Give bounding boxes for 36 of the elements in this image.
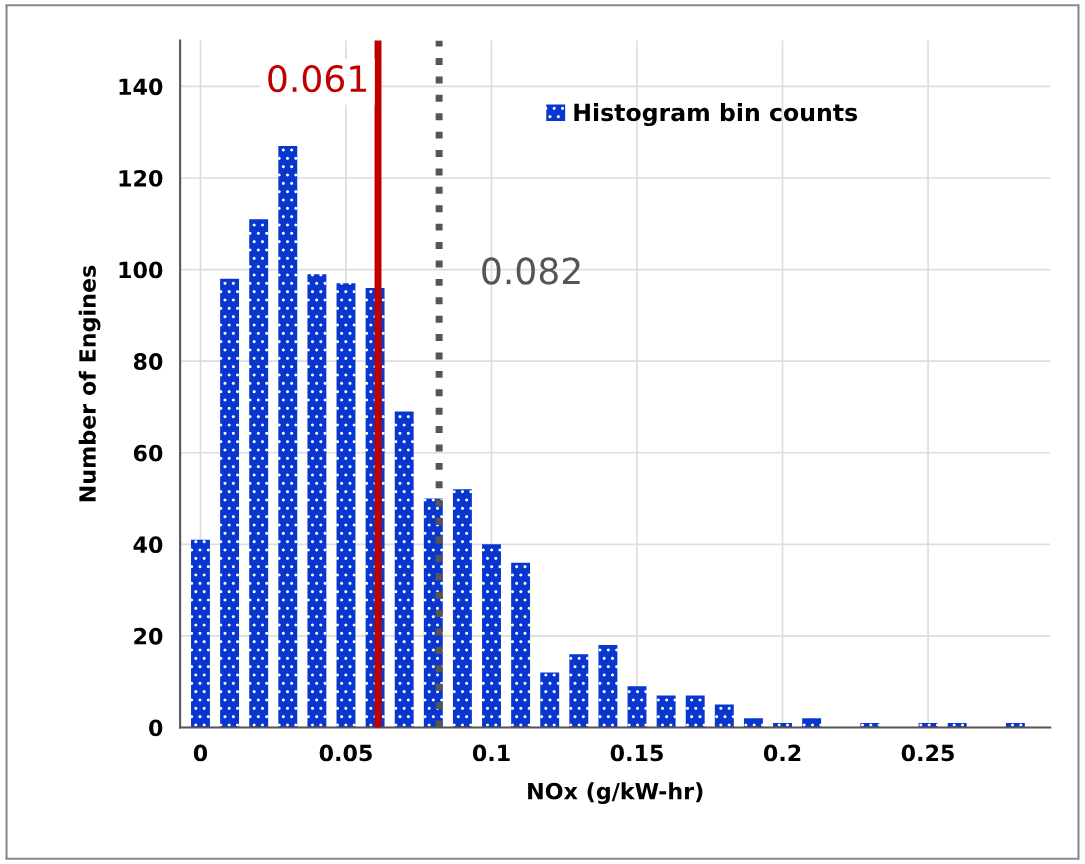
bar	[685, 695, 705, 728]
x-tick-label: 0.1	[472, 744, 510, 762]
bar	[511, 562, 531, 728]
bar	[278, 145, 298, 728]
bar	[569, 654, 589, 728]
x-axis-title: NOx (g/kW-hr)	[528, 782, 703, 805]
legend-label: Histogram bin counts	[574, 103, 858, 127]
bar	[394, 411, 414, 728]
x-tick-label: 0.05	[319, 744, 372, 762]
y-axis-title: Number of Engines	[78, 265, 101, 502]
y-tick-label: 100	[119, 261, 163, 279]
bar	[656, 695, 676, 728]
bar	[249, 219, 269, 728]
ref-line-label: 0.061	[268, 64, 366, 93]
bar	[540, 672, 560, 728]
bar	[191, 539, 210, 728]
y-tick-label: 120	[119, 169, 163, 187]
y-tick-label: 80	[133, 353, 163, 370]
y-tick-label: 0	[149, 719, 163, 737]
y-tick-label: 40	[133, 536, 163, 554]
bar	[336, 283, 356, 728]
bar	[220, 278, 240, 728]
x-tick-label: 0.25	[901, 744, 954, 762]
y-tick-label: 60	[133, 444, 163, 462]
bar	[714, 704, 734, 728]
x-tick-label: 0	[193, 744, 208, 762]
bar	[627, 686, 647, 728]
y-tick-label: 140	[119, 78, 163, 96]
ref-line-label: 0.082	[482, 257, 580, 285]
x-tick-label: 0.2	[763, 744, 801, 762]
bar	[307, 274, 327, 728]
y-tick-label: 20	[134, 627, 163, 645]
bar	[482, 544, 501, 728]
bar	[598, 645, 618, 728]
x-tick-label: 0.15	[610, 744, 663, 762]
bar	[452, 489, 472, 728]
